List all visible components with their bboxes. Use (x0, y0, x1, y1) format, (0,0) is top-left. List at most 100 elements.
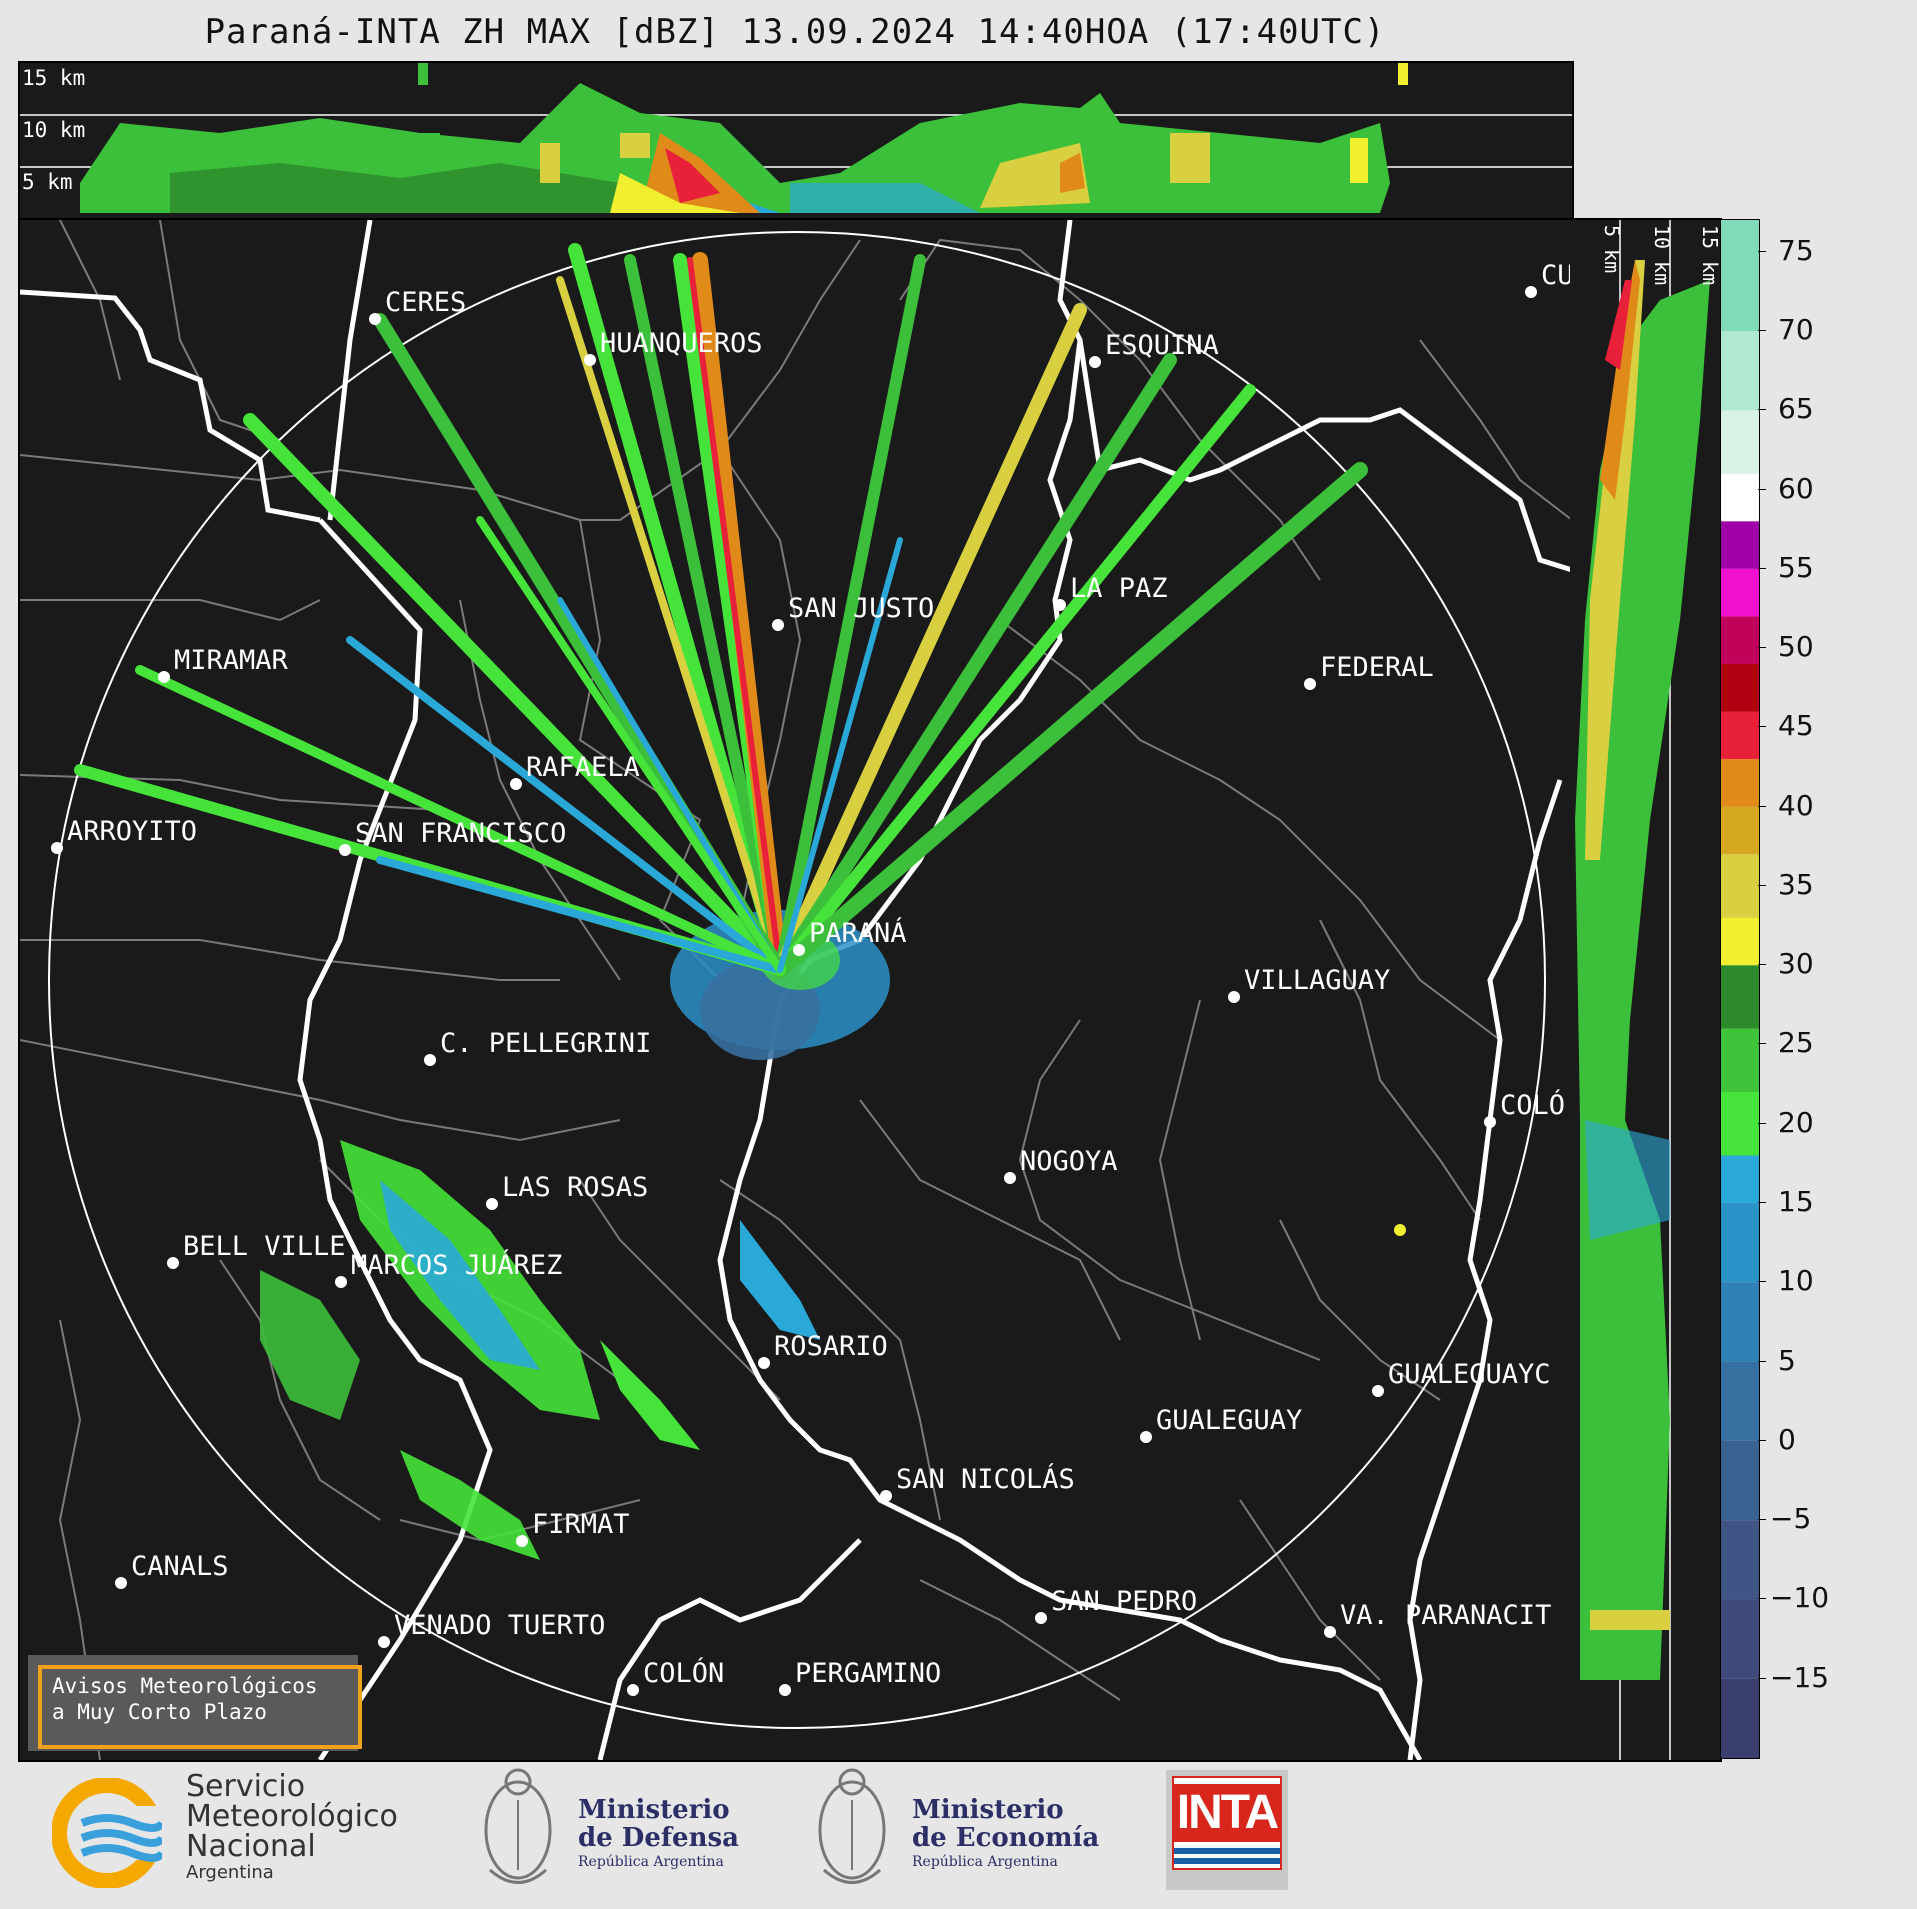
colorbar-tick-label: 20 (1778, 1105, 1814, 1139)
city-san-justo: SAN JUSTO (772, 593, 934, 631)
city-marker-dot (115, 1577, 127, 1589)
colorbar-tick-mark (1758, 1122, 1766, 1124)
colorbar-tick-mark (1758, 1519, 1766, 1521)
city-cu: CU (1525, 260, 1574, 298)
inta-logo: INTA (1166, 1770, 1288, 1890)
colorbar-tick-mark (1758, 329, 1766, 331)
colorbar-tick-label: −10 (1770, 1581, 1830, 1615)
colorbar-band (1721, 1092, 1759, 1156)
city-label: GUALEGUAYC (1388, 1359, 1551, 1390)
city-label: PERGAMINO (795, 1658, 941, 1689)
colorbar-tick-label: 55 (1778, 550, 1814, 584)
inta-logo-frame: INTA (1172, 1776, 1282, 1870)
side-cross-section-svg: 5 km 10 km 15 km (1575, 220, 1722, 1760)
colorbar-band (1721, 330, 1759, 411)
colorbar-band (1721, 1282, 1759, 1362)
colorbar-band (1721, 806, 1759, 855)
city-rafaela: RAFAELA (510, 752, 640, 790)
colorbar-band (1721, 1155, 1759, 1204)
city-venado-tuerto: VENADO TUERTO (378, 1610, 605, 1648)
colorbar-band (1721, 473, 1759, 522)
city-marker-dot (335, 1276, 347, 1288)
colorbar-band (1721, 663, 1759, 712)
colorbar-tick-mark (1758, 647, 1766, 649)
colorbar-band (1721, 220, 1759, 331)
colorbar-tick-mark (1758, 1677, 1766, 1679)
inta-logo-text: INTA (1174, 1784, 1280, 1842)
city-label: SAN NICOLÁS (896, 1463, 1075, 1495)
colorbar-band (1721, 410, 1759, 474)
city-gualeguay: GUALEGUAY (1140, 1405, 1302, 1443)
economia-logo-text: Ministerio de Economía República Argenti… (912, 1796, 1099, 1872)
city-label: ROSARIO (774, 1331, 888, 1362)
top-height-label-5: 5 km (22, 170, 73, 194)
colorbar-tick-mark (1758, 884, 1766, 886)
city-label: MIRAMAR (174, 645, 289, 676)
colorbar-band (1721, 1678, 1759, 1758)
smn-line-1: Servicio (186, 1769, 306, 1804)
colorbar-band (1721, 917, 1759, 966)
city-label: FEDERAL (1320, 652, 1434, 683)
smn-line-2: Meteorológico (186, 1799, 398, 1834)
smn-line-4: Argentina (186, 1862, 274, 1883)
city-marker-dot (1228, 991, 1240, 1003)
city-san-pedro: SAN PEDRO (1035, 1586, 1197, 1624)
city-marcos-ju-rez: MARCOS JUÁREZ (335, 1249, 562, 1288)
city-firmat: FIRMAT (516, 1509, 630, 1547)
colorbar-tick-label: 35 (1778, 867, 1814, 901)
city-label: FIRMAT (532, 1509, 630, 1540)
city-las-rosas: LAS ROSAS (486, 1172, 648, 1210)
warning-line-2: a Muy Corto Plazo (52, 1700, 267, 1724)
colorbar-band (1721, 711, 1759, 760)
city-label: VILLAGUAY (1244, 965, 1390, 996)
city-marker-dot (51, 842, 63, 854)
radar-map-panel: CERES HUANQUEROS ESQUINA CU SAN JUSTO LA PAZ M… (18, 218, 1574, 1762)
side-cross-section-panel: 5 km 10 km 15 km (1570, 218, 1722, 1762)
colorbar-tick-mark (1758, 1281, 1766, 1283)
economia-line-2: de Economía (912, 1823, 1100, 1853)
city-esquina: ESQUINA (1089, 330, 1219, 368)
colorbar-band (1721, 1361, 1759, 1441)
colorbar-band (1721, 521, 1759, 569)
city-marker-dot (1004, 1172, 1016, 1184)
city-san-francisco: SAN FRANCISCO (339, 818, 566, 856)
top-cross-section-svg: 15 km 10 km 5 km (20, 63, 1572, 213)
province-boundaries (19, 219, 1573, 1762)
city-label: NOGOYA (1020, 1146, 1118, 1177)
city-label: VENADO TUERTO (394, 1610, 605, 1641)
colorbar-tick-label: −5 (1770, 1502, 1812, 1536)
city-marker-dot (424, 1054, 436, 1066)
top-height-label-10: 10 km (22, 118, 85, 142)
city-federal: FEDERAL (1304, 652, 1434, 690)
top-cross-section-panel: 15 km 10 km 5 km (18, 61, 1574, 220)
city-marker-dot (158, 671, 170, 683)
city-label: COLÓN (643, 1657, 724, 1689)
city-marker-dot (339, 844, 351, 856)
city-marker-dot (510, 778, 522, 790)
logo-footer: Servicio Meteorológico Nacional Argentin… (0, 1760, 1917, 1909)
city-marker-dot (1372, 1385, 1384, 1397)
city-label: HUANQUEROS (600, 328, 763, 359)
city-marker-dot (772, 619, 784, 631)
city-label: VA. PARANACIT (1340, 1600, 1551, 1631)
range-ring (48, 231, 1546, 1729)
city-marker-dot (1304, 678, 1316, 690)
city-markers-layer: CERES HUANQUEROS ESQUINA CU SAN JUSTO LA PAZ M… (51, 260, 1574, 1696)
smn-logo-text: Servicio Meteorológico Nacional Argentin… (186, 1772, 398, 1884)
colorbar-tick-label: 75 (1778, 233, 1814, 267)
city-marker-dot (1484, 1116, 1496, 1128)
city-marker-dot (1089, 356, 1101, 368)
city-label: LAS ROSAS (502, 1172, 648, 1203)
colorbar-tick-mark (1758, 805, 1766, 807)
colorbar-tick-mark (1758, 409, 1766, 411)
city-marker-dot (486, 1198, 498, 1210)
colorbar-tick-mark (1758, 1043, 1766, 1045)
city-arroyito: ARROYITO (51, 816, 197, 854)
city-marker-dot (378, 1636, 390, 1648)
warning-box: Avisos Meteorológicos a Muy Corto Plazo (28, 1655, 362, 1751)
smn-line-3: Nacional (186, 1829, 316, 1864)
city-marker-dot (1054, 599, 1066, 611)
city-pergamino: PERGAMINO (779, 1658, 941, 1696)
city-label: COLÓ (1500, 1089, 1565, 1121)
defensa-line-3: República Argentina (578, 1854, 724, 1870)
